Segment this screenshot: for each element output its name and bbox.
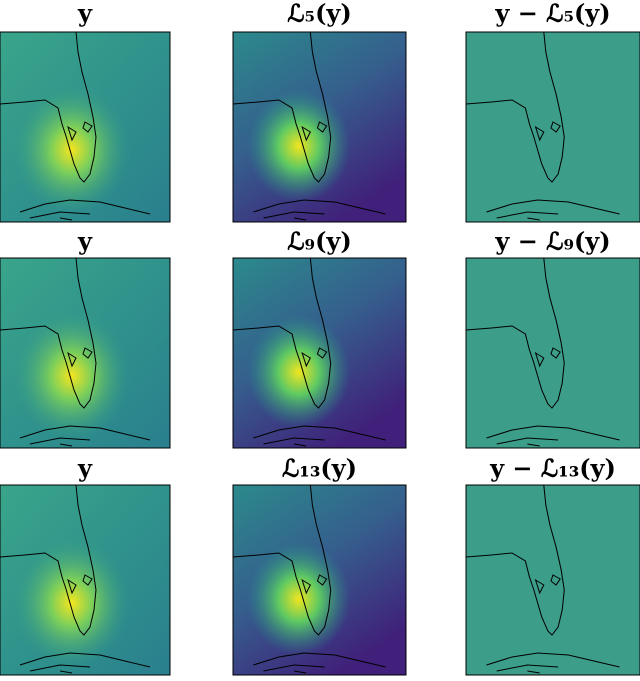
map-panel	[465, 484, 640, 676]
panel-title: y	[77, 454, 93, 483]
coastline	[232, 484, 386, 674]
map-panel	[0, 31, 171, 223]
coastline	[232, 31, 386, 221]
frame	[0, 484, 171, 676]
frame	[232, 31, 407, 223]
coastline	[0, 31, 151, 221]
coastline	[465, 484, 620, 674]
coastline	[232, 257, 386, 447]
frame	[0, 257, 171, 449]
coastline	[465, 31, 620, 221]
coastline	[0, 257, 151, 447]
hotspot	[233, 258, 406, 448]
hotspot	[233, 32, 406, 222]
frame	[232, 257, 407, 449]
panel-title: y − ℒ₅(y)	[494, 0, 610, 28]
frame	[465, 31, 640, 223]
panel-title: ℒ₅(y)	[287, 0, 351, 28]
panel-title: ℒ₁₃(y)	[282, 454, 357, 483]
map-panel	[232, 257, 407, 449]
frame	[232, 484, 407, 676]
frame	[0, 31, 171, 223]
panel-title: y − ℒ₁₃(y)	[489, 454, 616, 483]
field	[466, 485, 640, 675]
map-panel	[0, 257, 171, 449]
frame	[465, 257, 640, 449]
map-panel	[465, 257, 640, 449]
panel-title: y	[77, 227, 93, 256]
map-panel	[232, 484, 407, 676]
panel-title: ℒ₉(y)	[287, 227, 351, 256]
frame	[465, 484, 640, 676]
map-panel	[465, 31, 640, 223]
hotspot	[0, 485, 170, 675]
hotspot	[0, 32, 170, 222]
map-panel	[232, 31, 407, 223]
map-panel	[0, 484, 171, 676]
coastline	[0, 484, 151, 674]
coastline	[465, 257, 620, 447]
hotspot	[233, 485, 406, 675]
panel-title: y	[77, 0, 93, 28]
field	[466, 32, 640, 222]
hotspot	[0, 258, 170, 448]
field	[466, 258, 640, 448]
panel-title: y − ℒ₉(y)	[494, 227, 610, 256]
